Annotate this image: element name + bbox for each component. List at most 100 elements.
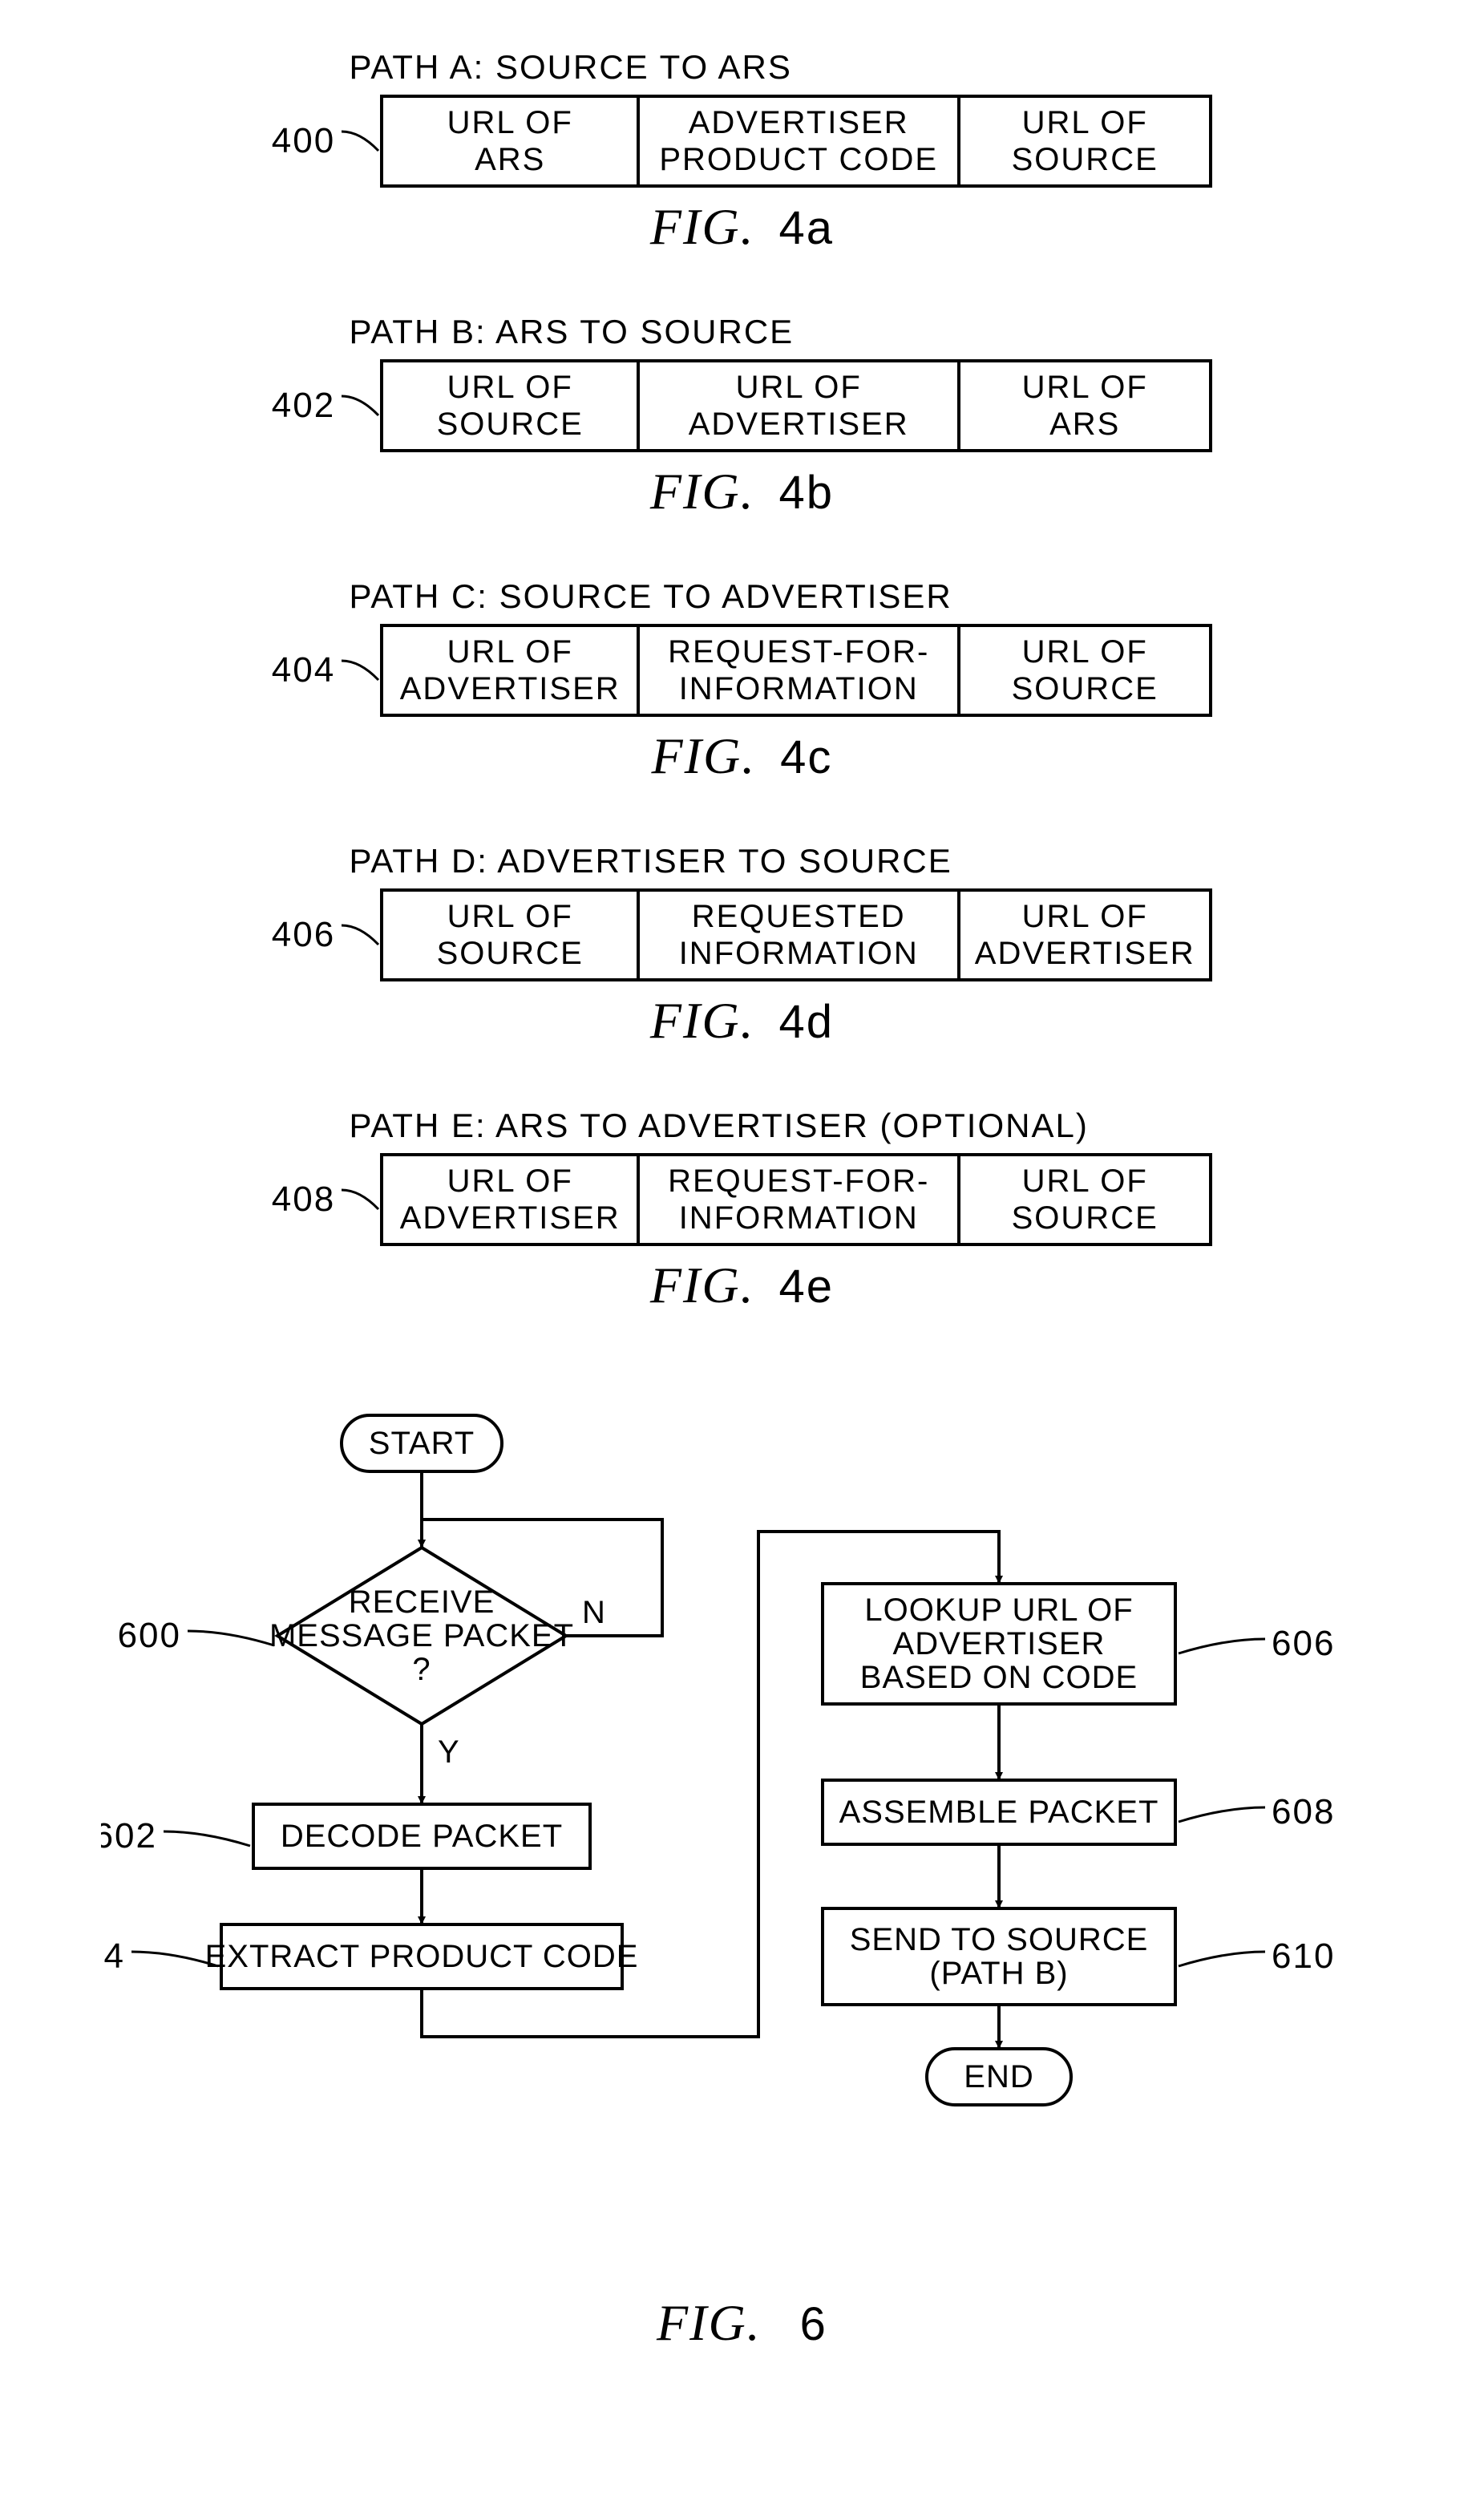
packet-cell: ADVERTISERPRODUCT CODE — [640, 98, 960, 184]
packet-cell: URL OFSOURCE — [383, 892, 640, 978]
node-text: DECODE PACKET — [280, 1819, 562, 1854]
packet-cell: URL OFSOURCE — [960, 98, 1209, 184]
cell-line: INFORMATION — [679, 1200, 919, 1236]
cell-line: REQUEST-FOR- — [668, 633, 929, 670]
caption-suffix: 6 — [800, 2298, 827, 2350]
cell-line: REQUEST-FOR- — [668, 1163, 929, 1200]
cell-line: URL OF — [1022, 633, 1148, 670]
node-send: SEND TO SOURCE(PATH B)610 — [823, 1908, 1335, 2005]
figure-fig4a: PATH A: SOURCE TO ARS400URL OFARSADVERTI… — [181, 48, 1304, 257]
packet: URL OFARSADVERTISERPRODUCT CODEURL OFSOU… — [380, 95, 1212, 188]
caption-suffix: 4a — [779, 202, 835, 254]
cell-line: PRODUCT CODE — [659, 141, 938, 178]
node-text: MESSAGE PACKET — [269, 1618, 573, 1653]
reference-connector — [340, 125, 380, 157]
packet: URL OFADVERTISERREQUEST-FOR-INFORMATIONU… — [380, 624, 1212, 717]
node-ref: 600 — [117, 1616, 180, 1655]
node-text: RECEIVE — [348, 1584, 495, 1620]
packet-cell: URL OFSOURCE — [383, 362, 640, 449]
packet-cell: REQUEST-FOR-INFORMATION — [640, 627, 960, 714]
reference-connector — [340, 1184, 380, 1216]
caption-suffix: 4d — [779, 996, 835, 1048]
cell-line: URL OF — [1022, 898, 1148, 935]
packet-cell: REQUESTEDINFORMATION — [640, 892, 960, 978]
packet-row: 404URL OFADVERTISERREQUEST-FOR-INFORMATI… — [181, 624, 1304, 717]
node-assemble: ASSEMBLE PACKET 608 — [823, 1780, 1335, 1844]
cell-line: URL OF — [1022, 1163, 1148, 1200]
figure-6-caption: FIG. 6 — [0, 2293, 1484, 2353]
cell-line: SOURCE — [1012, 670, 1158, 707]
packet-row: 400URL OFARSADVERTISERPRODUCT CODEURL OF… — [181, 95, 1304, 188]
node-receive: RECEIVEMESSAGE PACKET? 600 — [117, 1548, 573, 1724]
cell-line: INFORMATION — [679, 670, 919, 707]
node-text: BASED ON CODE — [859, 1660, 1137, 1695]
packet-cell: URL OFADVERTISER — [640, 362, 960, 449]
caption-prefix: FIG. — [650, 198, 755, 255]
figure-caption: FIG.4b — [181, 462, 1304, 521]
packet-cell: URL OFARS — [383, 98, 640, 184]
ref-connector — [188, 1631, 274, 1645]
packet-row: 408URL OFADVERTISERREQUEST-FOR-INFORMATI… — [181, 1153, 1304, 1246]
node-end: END — [927, 2049, 1071, 2105]
caption-prefix: FIG. — [650, 992, 755, 1049]
packet-cell: URL OFSOURCE — [960, 1156, 1209, 1243]
node-start: START — [342, 1415, 502, 1471]
cell-line: INFORMATION — [679, 935, 919, 972]
node-text: EXTRACT PRODUCT CODE — [204, 1939, 638, 1974]
node-text: ADVERTISER — [892, 1626, 1105, 1661]
caption-suffix: 4e — [779, 1261, 835, 1313]
cell-line: ADVERTISER — [689, 406, 909, 443]
path-label: PATH A: SOURCE TO ARS — [350, 48, 1304, 87]
cell-line: ARS — [475, 141, 545, 178]
edge-label: Y — [438, 1734, 459, 1770]
packet-cell: REQUEST-FOR-INFORMATION — [640, 1156, 960, 1243]
ref-connector — [1179, 1639, 1265, 1653]
cell-line: URL OF — [447, 633, 573, 670]
cell-line: URL OF — [447, 104, 573, 141]
reference-number: 408 — [272, 1180, 335, 1220]
cell-line: ADVERTISER — [689, 104, 909, 141]
figure-fig4e: PATH E: ARS TO ADVERTISER (OPTIONAL)408U… — [181, 1107, 1304, 1315]
cell-line: SOURCE — [437, 406, 584, 443]
flowchart-canvas: YNSTARTRECEIVEMESSAGE PACKET?600DECODE P… — [101, 1411, 1384, 2293]
packet-row: 402URL OFSOURCEURL OFADVERTISERURL OFARS — [181, 359, 1304, 452]
caption-prefix: FIG. — [650, 463, 755, 520]
figure-caption: FIG.4c — [181, 726, 1304, 786]
cell-line: ARS — [1049, 406, 1120, 443]
cell-line: URL OF — [447, 369, 573, 406]
node-extract: EXTRACT PRODUCT CODE604 — [101, 1924, 638, 1989]
reference-number: 404 — [272, 650, 335, 690]
node-ref: 606 — [1272, 1624, 1335, 1663]
cell-line: SOURCE — [1012, 1200, 1158, 1236]
figures-container: PATH A: SOURCE TO ARS400URL OFARSADVERTI… — [0, 48, 1484, 1315]
node-decode: DECODE PACKET602 — [101, 1804, 590, 1868]
node-ref: 608 — [1272, 1792, 1335, 1831]
node-text: ASSEMBLE PACKET — [839, 1795, 1158, 1830]
packet-row: 406URL OFSOURCEREQUESTEDINFORMATIONURL O… — [181, 888, 1304, 981]
packet-cell: URL OFADVERTISER — [960, 892, 1209, 978]
node-text: END — [964, 2059, 1033, 2094]
caption-prefix: FIG. — [652, 727, 757, 784]
cell-line: ADVERTISER — [400, 1200, 621, 1236]
packet-cell: URL OFADVERTISER — [383, 627, 640, 714]
figure-fig4b: PATH B: ARS TO SOURCE402URL OFSOURCEURL … — [181, 313, 1304, 521]
path-label: PATH C: SOURCE TO ADVERTISER — [350, 577, 1304, 616]
caption-prefix: FIG. — [650, 1257, 755, 1313]
figure-caption: FIG. 4a — [181, 197, 1304, 257]
reference-number: 402 — [272, 386, 335, 426]
ref-connector — [1179, 1952, 1265, 1966]
reference-connector — [340, 654, 380, 686]
node-text: (PATH B) — [929, 1956, 1068, 1991]
packet-cell: URL OFADVERTISER — [383, 1156, 640, 1243]
flowchart-figure-6: YNSTARTRECEIVEMESSAGE PACKET?600DECODE P… — [101, 1411, 1384, 2293]
figure-fig4c: PATH C: SOURCE TO ADVERTISER404URL OFADV… — [181, 577, 1304, 786]
ref-connector — [164, 1831, 250, 1846]
node-text: SEND TO SOURCE — [849, 1922, 1148, 1957]
node-text: ? — [412, 1652, 431, 1687]
ref-connector — [1179, 1807, 1265, 1822]
packet-cell: URL OFSOURCE — [960, 627, 1209, 714]
packet: URL OFSOURCEREQUESTEDINFORMATIONURL OFAD… — [380, 888, 1212, 981]
cell-line: URL OF — [1022, 369, 1148, 406]
cell-line: ADVERTISER — [400, 670, 621, 707]
cell-line: URL OF — [1022, 104, 1148, 141]
